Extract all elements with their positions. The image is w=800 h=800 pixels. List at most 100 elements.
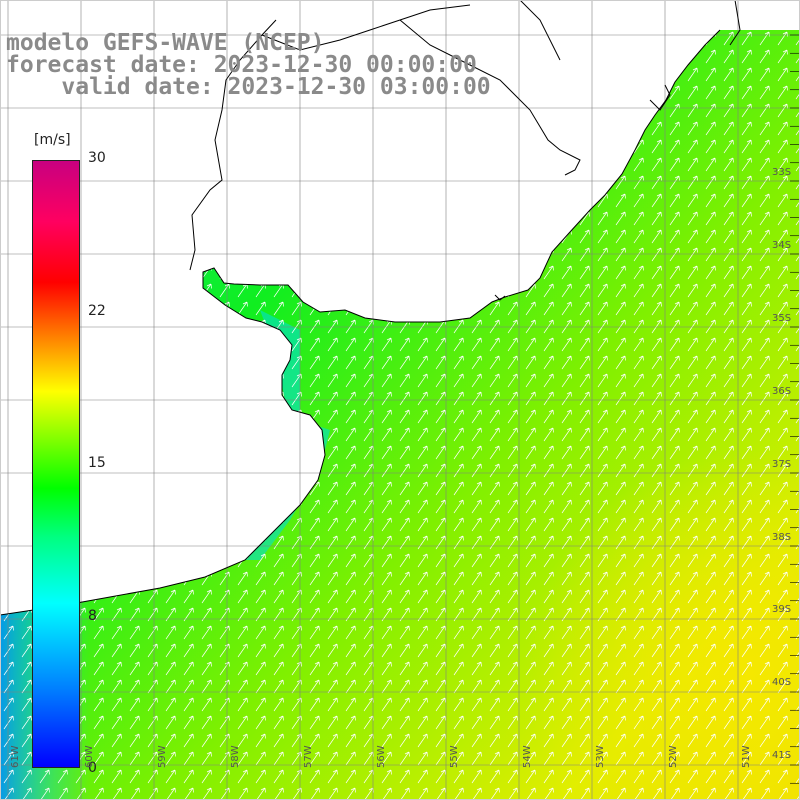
wind-arrow bbox=[759, 697, 770, 712]
wind-arrow bbox=[669, 175, 680, 190]
wind-arrow bbox=[417, 733, 428, 748]
wind-arrow bbox=[201, 355, 212, 370]
wind-arrow bbox=[255, 301, 266, 316]
wind-arrow bbox=[165, 553, 176, 568]
wind-arrow bbox=[183, 355, 194, 370]
wind-arrow bbox=[795, 751, 800, 766]
wind-arrow bbox=[525, 661, 536, 676]
wind-arrow bbox=[111, 751, 122, 766]
wind-arrow bbox=[399, 409, 410, 424]
wind-arrow bbox=[399, 697, 410, 712]
wind-arrow bbox=[165, 175, 176, 190]
wind-arrow bbox=[453, 445, 464, 460]
wind-arrow bbox=[651, 535, 662, 550]
wind-arrow bbox=[777, 139, 788, 154]
wind-arrow bbox=[543, 679, 554, 694]
wind-arrow bbox=[489, 697, 500, 712]
wind-arrow bbox=[525, 301, 536, 316]
wind-arrow bbox=[363, 301, 374, 316]
wind-arrow bbox=[525, 337, 536, 352]
wind-arrow bbox=[309, 319, 320, 334]
wind-arrow bbox=[741, 661, 752, 676]
lat-label: 41S bbox=[772, 750, 792, 761]
wind-arrow bbox=[417, 463, 428, 478]
wind-arrow bbox=[93, 535, 104, 550]
wind-arrow bbox=[543, 49, 554, 64]
wind-arrow bbox=[669, 787, 680, 800]
wind-arrow bbox=[327, 661, 338, 676]
wind-arrow bbox=[525, 355, 536, 370]
wind-arrow bbox=[201, 499, 212, 514]
wind-arrow bbox=[741, 247, 752, 262]
wind-arrow bbox=[111, 301, 122, 316]
wind-arrow bbox=[183, 769, 194, 784]
wind-arrow bbox=[201, 229, 212, 244]
wind-arrow bbox=[165, 283, 176, 298]
wind-arrow bbox=[21, 445, 32, 460]
wind-arrow bbox=[597, 283, 608, 298]
wind-arrow bbox=[273, 751, 284, 766]
wind-arrow bbox=[633, 535, 644, 550]
wind-arrow bbox=[453, 319, 464, 334]
wind-arrow bbox=[723, 67, 734, 82]
wind-arrow bbox=[237, 139, 248, 154]
wind-arrow bbox=[741, 571, 752, 586]
wind-arrow bbox=[633, 49, 644, 64]
wind-arrow bbox=[273, 445, 284, 460]
wind-arrow bbox=[723, 193, 734, 208]
wind-arrow bbox=[435, 661, 446, 676]
wind-arrow bbox=[399, 121, 410, 136]
wind-arrow bbox=[183, 121, 194, 136]
wind-arrow bbox=[237, 625, 248, 640]
wind-arrow bbox=[669, 139, 680, 154]
wind-arrow bbox=[201, 247, 212, 262]
wind-arrow bbox=[741, 643, 752, 658]
wind-arrow bbox=[741, 553, 752, 568]
wind-arrow bbox=[759, 67, 770, 82]
wind-arrow bbox=[183, 535, 194, 550]
wind-arrow bbox=[741, 211, 752, 226]
wind-arrow bbox=[471, 31, 482, 46]
wind-arrow bbox=[471, 121, 482, 136]
wind-arrow bbox=[3, 103, 14, 118]
wind-arrow bbox=[741, 427, 752, 442]
wind-arrow bbox=[417, 445, 428, 460]
wind-arrow bbox=[777, 373, 788, 388]
lat-label: 34S bbox=[772, 240, 792, 251]
wind-arrow bbox=[453, 301, 464, 316]
wind-arrow bbox=[345, 427, 356, 442]
wind-arrow bbox=[273, 211, 284, 226]
wind-arrow bbox=[507, 139, 518, 154]
wind-arrow bbox=[147, 643, 158, 658]
wind-arrow bbox=[435, 193, 446, 208]
wind-arrow bbox=[453, 787, 464, 800]
wind-arrow bbox=[309, 265, 320, 280]
wind-arrow bbox=[21, 643, 32, 658]
wind-arrow bbox=[633, 103, 644, 118]
wind-arrow bbox=[381, 535, 392, 550]
wind-arrow bbox=[525, 481, 536, 496]
wind-arrow bbox=[453, 625, 464, 640]
wind-arrow bbox=[741, 769, 752, 784]
wind-arrow bbox=[111, 787, 122, 800]
wind-arrow bbox=[255, 193, 266, 208]
wind-arrow bbox=[291, 787, 302, 800]
wind-arrow bbox=[633, 715, 644, 730]
wind-arrow bbox=[111, 661, 122, 676]
wind-arrow bbox=[147, 175, 158, 190]
wind-arrow bbox=[129, 445, 140, 460]
wind-arrow bbox=[795, 535, 800, 550]
wind-arrow bbox=[435, 283, 446, 298]
wind-arrow bbox=[273, 697, 284, 712]
wind-arrow bbox=[165, 535, 176, 550]
wind-arrow bbox=[453, 103, 464, 118]
wind-arrow bbox=[669, 535, 680, 550]
wind-arrow bbox=[669, 157, 680, 172]
wind-arrow bbox=[759, 787, 770, 800]
wind-arrow bbox=[507, 679, 518, 694]
wind-arrow bbox=[291, 589, 302, 604]
wind-arrow bbox=[111, 697, 122, 712]
wind-arrow bbox=[255, 769, 266, 784]
wind-arrow bbox=[543, 535, 554, 550]
wind-arrow bbox=[561, 319, 572, 334]
